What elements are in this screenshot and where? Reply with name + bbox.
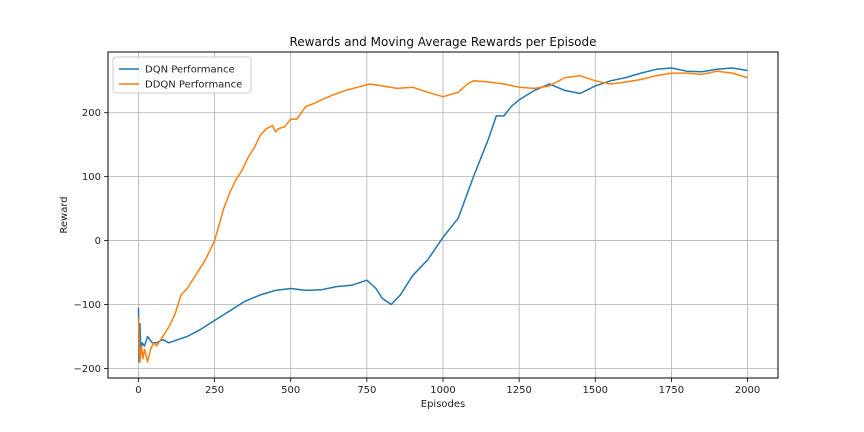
x-tick-label: 1000 bbox=[430, 385, 455, 396]
y-axis-label: Reward bbox=[59, 196, 70, 233]
legend-box bbox=[112, 56, 252, 94]
y-tick-label: 0 bbox=[95, 236, 101, 247]
x-tick-label: 500 bbox=[281, 385, 300, 396]
chart-title: Rewards and Moving Average Rewards per E… bbox=[289, 35, 596, 49]
y-tick-label: −200 bbox=[74, 364, 101, 375]
axis-ticks: 0 250 500 750 1000 1250 1500 1750 2000 −200 −100 0 1… bbox=[74, 108, 761, 396]
y-tick-label: 100 bbox=[82, 172, 101, 183]
x-tick-label: 1750 bbox=[659, 385, 684, 396]
y-tick-label: −100 bbox=[74, 300, 101, 311]
x-tick-label: 750 bbox=[357, 385, 376, 396]
y-tick-label: 200 bbox=[82, 108, 101, 119]
legend: DQN Performance DDQN Performance bbox=[112, 56, 252, 94]
series-line-dqn bbox=[137, 67, 748, 363]
grid-lines bbox=[108, 52, 778, 378]
legend-label-ddqn: DDQN Performance bbox=[145, 80, 242, 91]
x-tick-label: 1500 bbox=[583, 385, 608, 396]
x-tick-label: 2000 bbox=[735, 385, 760, 396]
legend-label-dqn: DQN Performance bbox=[145, 65, 235, 76]
x-tick-label: 0 bbox=[135, 385, 141, 396]
x-axis-label: Episodes bbox=[421, 399, 465, 410]
x-tick-label: 250 bbox=[205, 385, 224, 396]
series-line-ddqn bbox=[137, 70, 748, 363]
x-tick-label: 1250 bbox=[506, 385, 531, 396]
series-lines bbox=[137, 67, 748, 363]
